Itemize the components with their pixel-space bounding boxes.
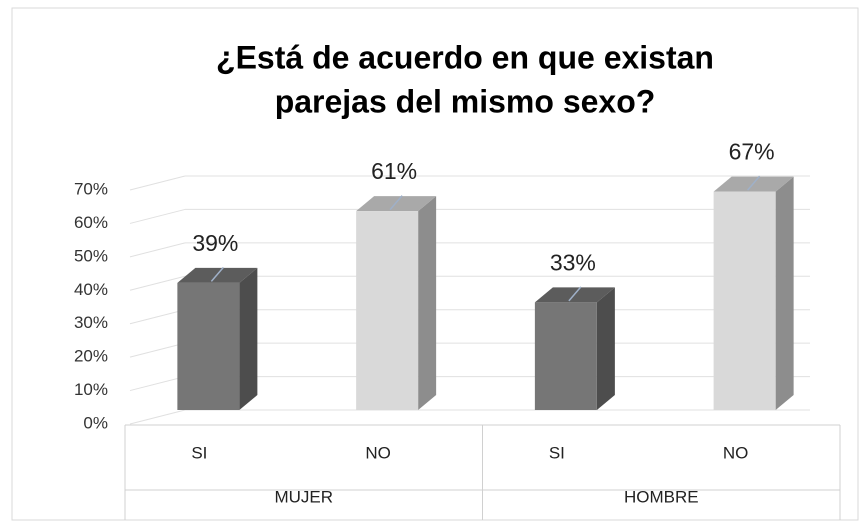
- value-label: 33%: [550, 249, 596, 275]
- y-tick-label: 20%: [74, 347, 108, 366]
- label-leader: [210, 266, 224, 282]
- y-tick-label: 70%: [74, 179, 108, 198]
- value-label: 61%: [371, 158, 417, 184]
- grid-line: [129, 175, 186, 191]
- group-label: MUJER: [274, 487, 333, 506]
- value-label: 67%: [729, 139, 775, 165]
- grid-line: [129, 242, 186, 258]
- bar: [534, 302, 597, 410]
- chart-title: ¿Está de acuerdo en que existan: [216, 39, 714, 75]
- label-leader: [568, 286, 582, 302]
- grid-line: [129, 342, 186, 358]
- grid-line: [129, 275, 186, 291]
- x-tick-label: NO: [365, 443, 391, 462]
- bar: [177, 282, 240, 410]
- y-tick-label: 10%: [74, 380, 108, 399]
- bar-side: [239, 267, 258, 410]
- bar-side: [596, 287, 615, 410]
- grid-line: [129, 376, 186, 392]
- y-tick-label: 40%: [74, 280, 108, 299]
- x-tick-label: SI: [191, 443, 207, 462]
- y-tick-label: 50%: [74, 246, 108, 265]
- x-tick-label: SI: [549, 443, 565, 462]
- label-leader: [389, 195, 403, 211]
- bar: [356, 211, 419, 410]
- grid-line: [129, 409, 186, 425]
- grid-line: [129, 208, 186, 224]
- bar: [713, 191, 776, 410]
- y-tick-label: 0%: [83, 413, 108, 432]
- y-tick-label: 60%: [74, 213, 108, 232]
- group-label: HOMBRE: [624, 487, 699, 506]
- bar-side: [775, 176, 794, 410]
- grid-line: [129, 309, 186, 325]
- chart-title: parejas del mismo sexo?: [275, 83, 656, 119]
- bar-side: [418, 196, 437, 410]
- value-label: 39%: [192, 230, 238, 256]
- y-tick-label: 30%: [74, 313, 108, 332]
- label-leader: [747, 175, 761, 191]
- x-tick-label: NO: [723, 443, 749, 462]
